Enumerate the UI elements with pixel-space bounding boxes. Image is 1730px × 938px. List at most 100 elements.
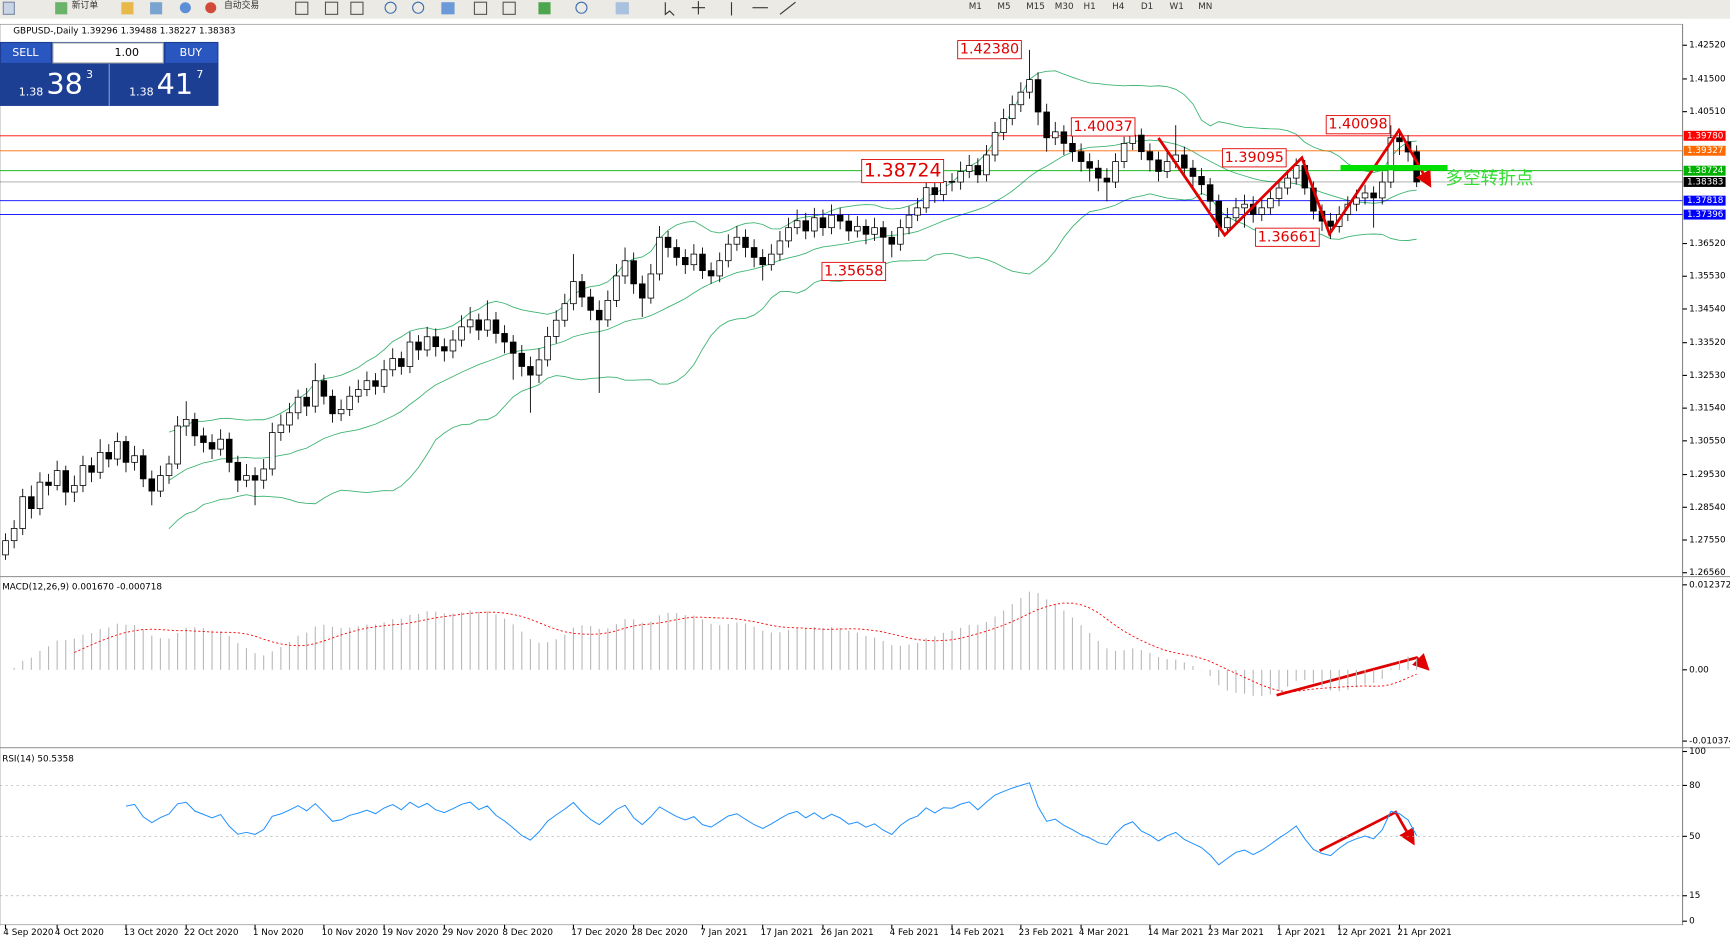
candle-body bbox=[552, 319, 560, 337]
candle-body bbox=[466, 319, 474, 328]
x-tick-label: 4 Oct 2020 bbox=[55, 928, 104, 938]
buy-price-big[interactable]: 1.38 bbox=[129, 86, 154, 99]
bollinger-middle bbox=[168, 139, 1417, 481]
candle-body bbox=[1275, 187, 1283, 199]
rsi-title: RSI(14) 50.5358 bbox=[2, 755, 74, 765]
timeframe-button[interactable]: M5 bbox=[997, 2, 1010, 12]
timeframe-button[interactable]: H4 bbox=[1112, 2, 1125, 12]
candle-body bbox=[578, 281, 586, 298]
annotation: 1.35658 bbox=[824, 263, 883, 279]
candle-body bbox=[759, 257, 766, 266]
x-tick-label: 23 Feb 2021 bbox=[1019, 928, 1074, 938]
candle-body bbox=[200, 435, 207, 443]
timeframe-button[interactable]: M1 bbox=[969, 2, 982, 12]
candle-body bbox=[879, 227, 887, 238]
new-order-icon[interactable] bbox=[55, 2, 68, 15]
new-order[interactable]: 新订单 bbox=[72, 0, 99, 11]
candle-body bbox=[1138, 134, 1145, 153]
y-tick-label: 50 bbox=[1689, 832, 1701, 842]
candle-body bbox=[260, 468, 267, 481]
candle-body bbox=[776, 240, 784, 255]
candle-body bbox=[527, 366, 534, 376]
y-tick-label: 1.32530 bbox=[1689, 371, 1726, 381]
annotation-box bbox=[1222, 148, 1287, 168]
x-tick-label: 14 Feb 2021 bbox=[950, 928, 1005, 938]
buy-price-pips[interactable]: 41 bbox=[157, 67, 193, 101]
candle-body bbox=[449, 339, 457, 352]
tool-icon[interactable] bbox=[350, 1, 364, 15]
annotation-box bbox=[861, 159, 945, 184]
timeframe-button[interactable]: D1 bbox=[1141, 2, 1153, 12]
candle-body bbox=[664, 236, 672, 248]
tool-icon[interactable] bbox=[575, 1, 588, 14]
x-tick-label: 14 Mar 2021 bbox=[1148, 928, 1204, 938]
tool-icon[interactable] bbox=[150, 2, 163, 15]
sell-price-fraction[interactable]: 3 bbox=[86, 68, 93, 81]
timeframe-button[interactable]: M30 bbox=[1055, 2, 1074, 12]
tool-icon[interactable] bbox=[538, 2, 551, 15]
annotation: 1.39095 bbox=[1225, 150, 1284, 166]
y-tick-label: 100 bbox=[1689, 747, 1706, 757]
y-tick-label: 1.40510 bbox=[1689, 107, 1726, 117]
lot-input[interactable] bbox=[52, 42, 164, 64]
candle-body bbox=[1043, 111, 1050, 139]
macd-signal bbox=[74, 602, 1417, 693]
timeframe-button[interactable]: H1 bbox=[1083, 2, 1095, 12]
sell-price-pips[interactable]: 38 bbox=[46, 67, 82, 101]
y-tick-label: 1.26560 bbox=[1689, 568, 1726, 578]
tool-icon[interactable] bbox=[324, 1, 339, 15]
candle-body bbox=[1146, 151, 1154, 161]
lot-value[interactable]: 1.00 bbox=[114, 46, 139, 59]
price-level-label: 1.39780 bbox=[1687, 131, 1724, 141]
sell-button[interactable] bbox=[1, 43, 51, 63]
annotation-box bbox=[821, 261, 887, 282]
candle-body bbox=[630, 260, 637, 285]
x-tick-label: 1 Nov 2020 bbox=[253, 928, 304, 938]
candle-body bbox=[286, 412, 293, 426]
candle-body bbox=[96, 452, 104, 473]
chart-area bbox=[0, 23, 1683, 926]
main-panel: 1.397801.393271.387241.383831.378181.373… bbox=[0, 40, 1726, 560]
tool-icon[interactable] bbox=[473, 1, 488, 15]
auto-trading-icon[interactable] bbox=[205, 2, 217, 14]
buy-label[interactable]: BUY bbox=[180, 46, 203, 59]
candle-body bbox=[277, 424, 285, 433]
y-tick-label: 1.30550 bbox=[1689, 436, 1726, 446]
candle-body bbox=[105, 452, 113, 460]
macd-title: MACD(12,26,9) 0.001670 -0.000718 bbox=[2, 583, 162, 593]
auto-trading[interactable]: 自动交易 bbox=[224, 0, 259, 11]
y-tick-label: 1.35530 bbox=[1689, 272, 1726, 282]
buy-button[interactable] bbox=[165, 43, 218, 63]
candle-body bbox=[114, 441, 121, 460]
tool-icon[interactable] bbox=[615, 2, 629, 15]
timeframe-button[interactable]: MN bbox=[1198, 2, 1212, 12]
x-tick-label: 13 Oct 2020 bbox=[124, 928, 179, 938]
tool-icon[interactable] bbox=[179, 2, 191, 14]
y-tick-label: 1.27550 bbox=[1689, 536, 1726, 546]
candle-body bbox=[312, 380, 319, 407]
tool-icon[interactable] bbox=[441, 2, 455, 15]
tool-icon[interactable] bbox=[2, 1, 15, 15]
candle-body bbox=[862, 225, 870, 235]
candle-body bbox=[501, 333, 508, 343]
tool-icon[interactable] bbox=[121, 2, 134, 15]
candle-body bbox=[320, 380, 328, 397]
candle-body bbox=[682, 257, 689, 266]
candle-body bbox=[337, 409, 345, 415]
cursor-tool[interactable] bbox=[664, 2, 675, 16]
zoom-out[interactable] bbox=[412, 1, 425, 14]
trendline-tool[interactable] bbox=[779, 1, 796, 15]
sell-price-big[interactable]: 1.38 bbox=[19, 86, 44, 99]
candle-body bbox=[1163, 161, 1171, 172]
timeframe-button[interactable]: W1 bbox=[1170, 2, 1184, 12]
timeframe-button[interactable]: M15 bbox=[1026, 2, 1045, 12]
sell-label[interactable]: SELL bbox=[12, 46, 39, 59]
zoom-in[interactable] bbox=[384, 1, 397, 14]
tool-icon[interactable] bbox=[502, 1, 516, 15]
buy-price-fraction[interactable]: 7 bbox=[196, 68, 203, 81]
crosshair-tool[interactable] bbox=[691, 1, 706, 15]
tool-icon[interactable] bbox=[295, 1, 309, 15]
candle-body bbox=[750, 247, 758, 258]
candle-body bbox=[208, 442, 216, 450]
candle-body bbox=[768, 253, 775, 266]
